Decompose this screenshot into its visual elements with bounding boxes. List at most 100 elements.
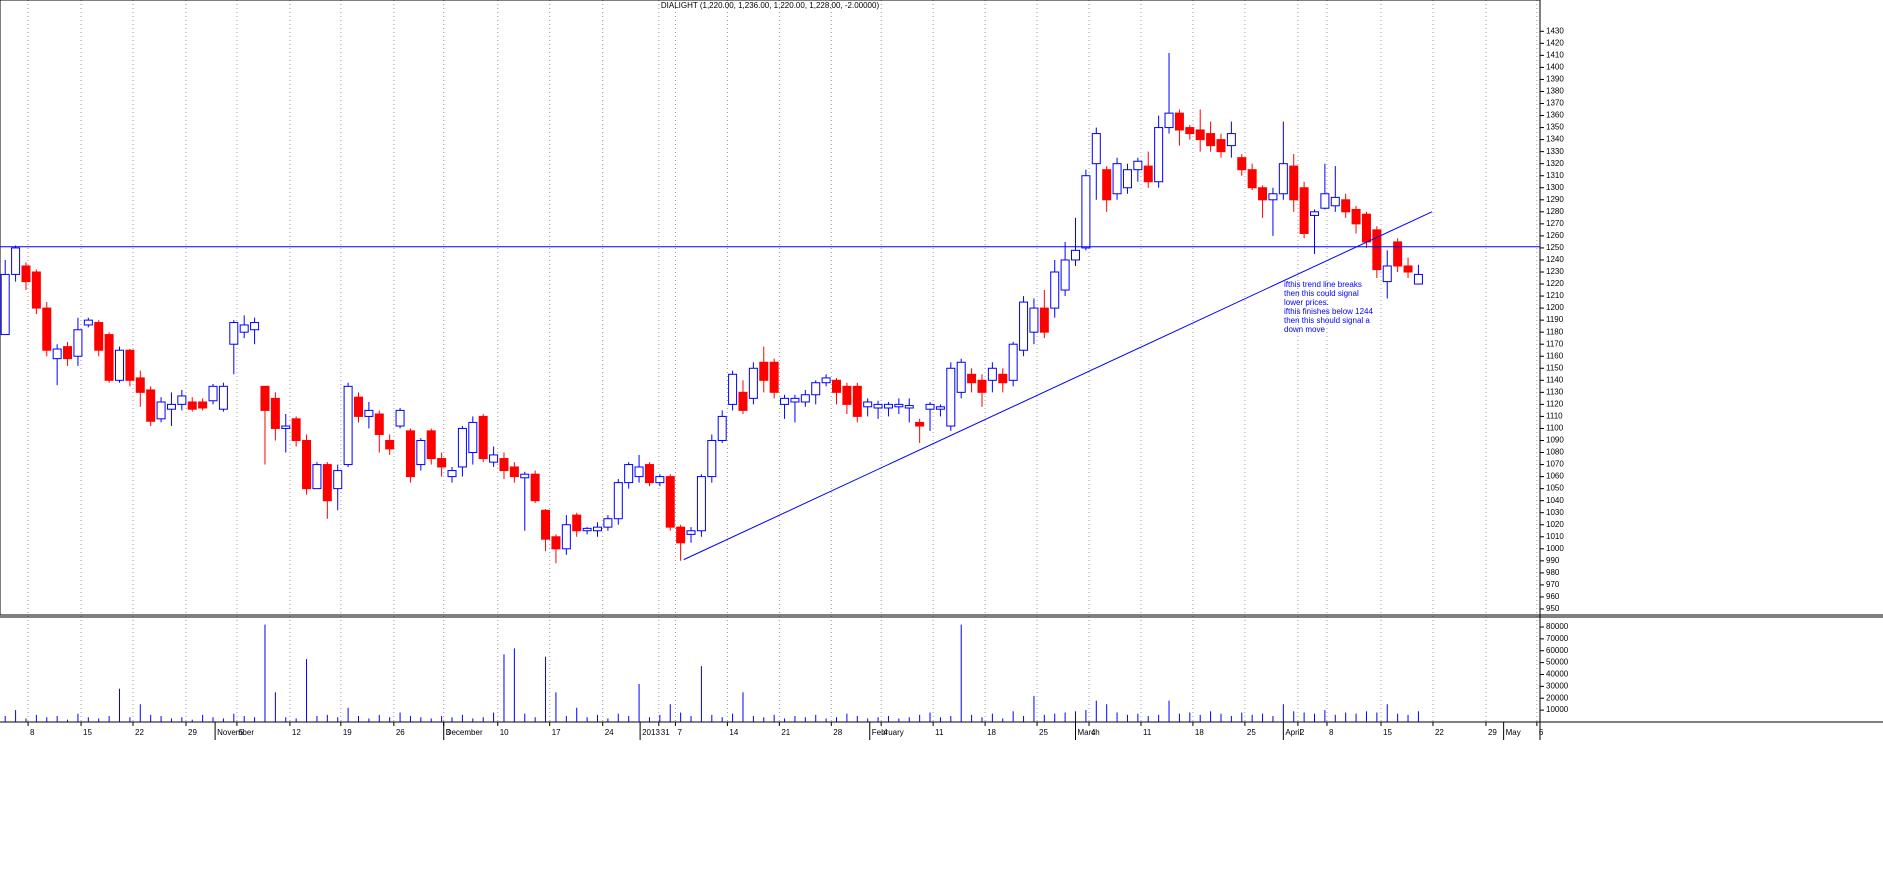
candle-body — [1102, 169, 1112, 201]
candle-body — [405, 430, 415, 478]
y-tick-label: 1050 — [1546, 484, 1564, 493]
candle-body — [239, 324, 249, 333]
y-tick-label: 1160 — [1546, 351, 1564, 360]
candle-body — [1310, 211, 1320, 216]
candle-body — [665, 476, 675, 528]
candle-body — [852, 385, 862, 417]
y-tick-label: 1070 — [1546, 460, 1564, 469]
candle-body — [904, 405, 914, 409]
y-tick-label: 1330 — [1546, 147, 1564, 156]
candle-body — [395, 409, 405, 427]
trend-line — [683, 211, 1433, 561]
y-tick-label: 1030 — [1546, 508, 1564, 517]
x-tick-label: 8 — [30, 728, 35, 737]
x-tick-label: 2 — [1300, 728, 1305, 737]
candle-body — [800, 394, 810, 403]
x-tick-label: 4 — [1091, 728, 1096, 737]
y-tick-label: 1410 — [1546, 50, 1564, 59]
candle-body — [416, 439, 426, 466]
candle-body — [52, 348, 62, 360]
candle-body — [437, 458, 447, 468]
candle-body — [385, 439, 395, 450]
y-tick-label: 1110 — [1546, 412, 1563, 421]
candle-body — [104, 334, 114, 381]
y-tick-label: 1000 — [1546, 544, 1564, 553]
candle-body — [593, 526, 603, 532]
candle-body — [1122, 169, 1132, 189]
chart-title: DIALIGHT (1,220.00, 1,236.00, 1,220.00, … — [661, 1, 880, 10]
candle-body — [873, 403, 883, 409]
y-tick-label: 980 — [1546, 568, 1560, 577]
y-tick-label: 1400 — [1546, 63, 1564, 72]
candle-body — [759, 361, 769, 381]
candle-body — [717, 415, 727, 441]
annotation: ifthis trend line breaks — [1284, 280, 1362, 289]
candle-body — [343, 385, 353, 466]
candle-body — [644, 464, 654, 484]
y-tick-label: 1240 — [1546, 255, 1564, 264]
candle-body — [1382, 265, 1392, 283]
volume-tick-label: 20000 — [1546, 693, 1569, 702]
volume-tick-label: 70000 — [1546, 634, 1569, 643]
month-label: 2013 — [642, 728, 660, 737]
candle-body — [166, 403, 176, 410]
candle-body — [811, 382, 821, 396]
candle-body — [956, 361, 966, 393]
candle-body — [1372, 229, 1382, 271]
candle-body — [1330, 196, 1340, 207]
y-tick-label: 1060 — [1546, 472, 1564, 481]
x-tick-label: 22 — [135, 728, 144, 737]
y-tick-label: 1220 — [1546, 279, 1564, 288]
candle-body — [738, 391, 748, 411]
candle-body — [208, 385, 218, 402]
candle-body — [1029, 307, 1039, 333]
y-tick-label: 990 — [1546, 556, 1560, 565]
x-tick-label: 11 — [1143, 728, 1152, 737]
candle-body — [1112, 163, 1122, 195]
annotation: lower prices. — [1284, 298, 1329, 307]
month-label: March — [1078, 728, 1100, 737]
x-tick-label: 14 — [729, 728, 738, 737]
candle-body — [686, 530, 696, 535]
x-tick-label: 24 — [605, 728, 614, 737]
candle-body — [561, 524, 571, 550]
candle-body — [1143, 165, 1153, 183]
candle-body — [1299, 187, 1309, 234]
candle-body — [31, 271, 41, 309]
candle-body — [520, 473, 530, 479]
y-tick-label: 1010 — [1546, 532, 1564, 541]
candle-body — [1174, 112, 1184, 131]
candle-body — [1351, 208, 1361, 225]
candle-body — [1195, 129, 1205, 141]
candle-body — [1361, 213, 1371, 243]
candle-body — [863, 401, 873, 408]
candle-body — [967, 373, 977, 384]
x-tick-label: 21 — [781, 728, 790, 737]
x-tick-label: 25 — [1247, 728, 1256, 737]
candle-body — [218, 385, 228, 410]
candle-body — [478, 415, 488, 460]
annotation: then this should signal a — [1284, 316, 1370, 325]
month-label: May — [1506, 728, 1521, 737]
x-tick-label: 3 — [446, 728, 451, 737]
candle-body — [894, 403, 904, 408]
y-tick-label: 1290 — [1546, 195, 1564, 204]
volume-tick-label: 40000 — [1546, 670, 1569, 679]
candle-body — [270, 397, 280, 429]
candle-body — [1289, 165, 1299, 201]
candle-body — [1206, 133, 1216, 147]
candle-body — [832, 379, 842, 393]
candle-body — [1164, 112, 1174, 129]
candle-body — [146, 389, 156, 422]
candle-body — [302, 439, 312, 490]
candle-body — [821, 377, 831, 384]
candle-body — [333, 470, 343, 490]
candle-body — [1133, 160, 1143, 171]
candle-body — [935, 406, 945, 410]
candle-body — [187, 401, 197, 410]
y-tick-label: 1080 — [1546, 448, 1564, 457]
candle-body — [509, 466, 519, 478]
candle-body — [613, 482, 623, 520]
y-tick-label: 1420 — [1546, 38, 1564, 47]
y-tick-label: 970 — [1546, 580, 1560, 589]
